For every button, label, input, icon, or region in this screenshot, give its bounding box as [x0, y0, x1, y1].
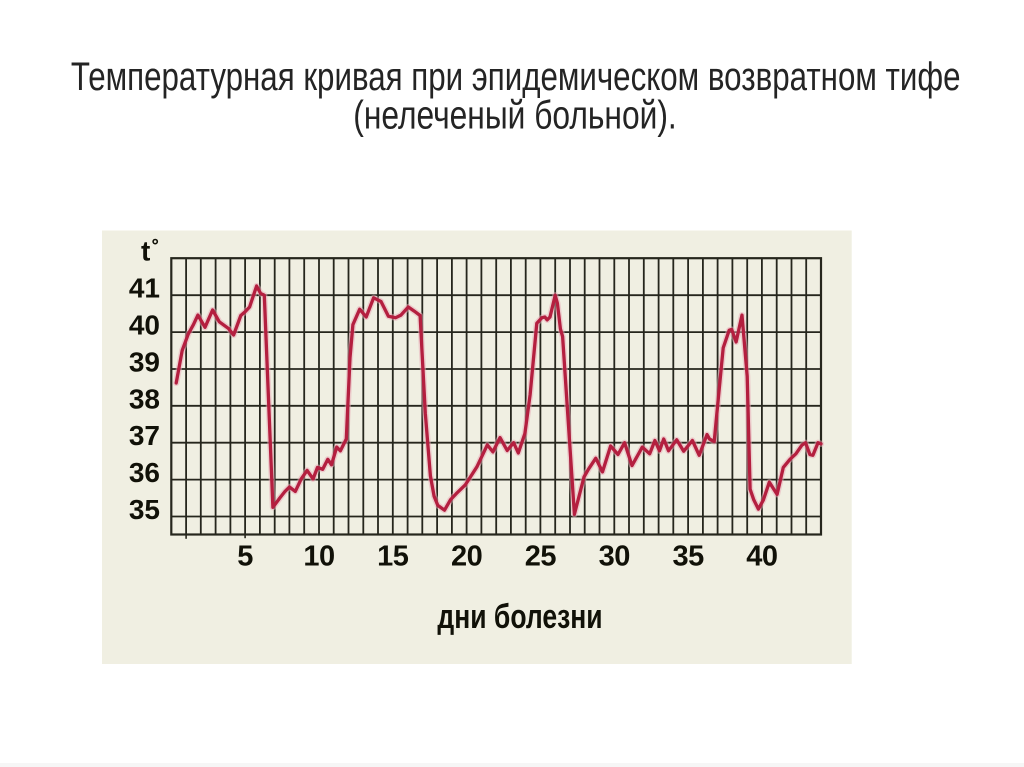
- svg-text:t: t: [141, 236, 150, 267]
- svg-text:37: 37: [129, 420, 160, 451]
- svg-text:39: 39: [129, 347, 160, 378]
- svg-text:25: 25: [525, 541, 557, 573]
- svg-text:10: 10: [303, 541, 334, 573]
- svg-text:38: 38: [129, 383, 160, 414]
- svg-text:36: 36: [129, 457, 160, 488]
- svg-text:5: 5: [237, 541, 253, 573]
- svg-text:35: 35: [129, 494, 160, 525]
- svg-text:(нелеченый больной).: (нелеченый больной).: [353, 92, 676, 137]
- svg-text:20: 20: [451, 541, 482, 573]
- svg-text:15: 15: [377, 541, 409, 573]
- svg-text:дни болезни: дни болезни: [437, 598, 602, 636]
- svg-text:40: 40: [129, 310, 160, 341]
- svg-text:30: 30: [599, 541, 630, 573]
- svg-text:Температурная кривая при эпиде: Температурная кривая при эпидемическом в…: [71, 53, 961, 99]
- svg-text:41: 41: [129, 273, 160, 304]
- svg-text:40: 40: [746, 541, 777, 573]
- svg-text:35: 35: [672, 541, 704, 573]
